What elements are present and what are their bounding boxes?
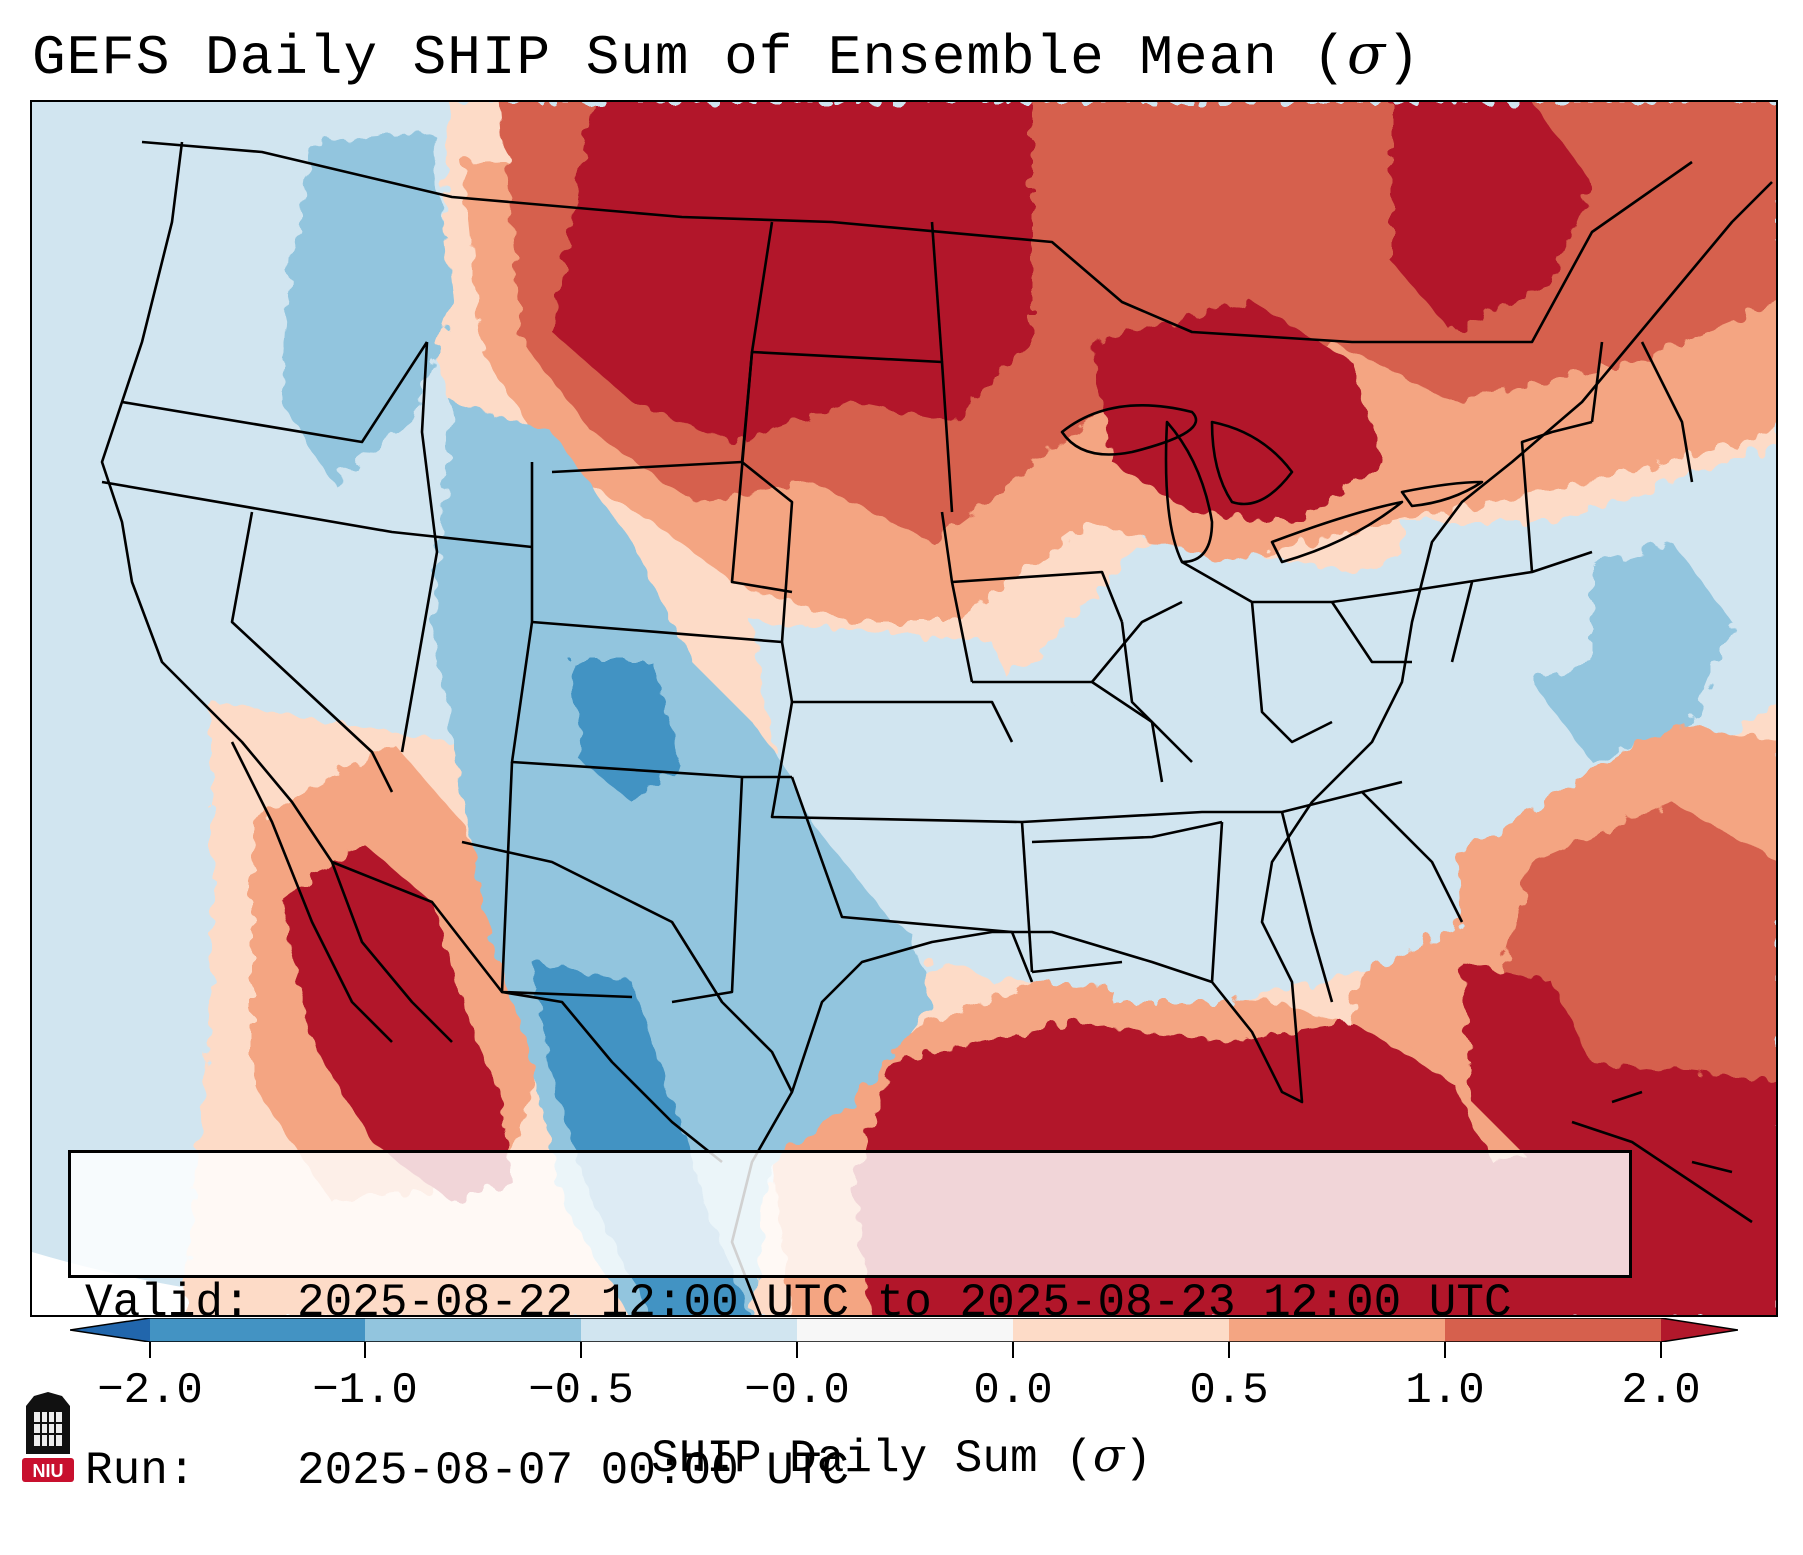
state-line <box>930 221 944 363</box>
state-line <box>1031 960 1123 974</box>
border-line <box>141 140 1693 344</box>
colorbar-tick-label: −0.0 <box>744 1366 850 1416</box>
lake-outline <box>1060 404 1198 456</box>
anomaly-region <box>552 102 1032 442</box>
colorbar-bin <box>1013 1318 1229 1342</box>
state-line <box>1640 341 1694 483</box>
colorbar-tick-label: 0.5 <box>1189 1366 1269 1416</box>
coastline <box>100 141 453 1043</box>
coastline <box>1691 1160 1733 1174</box>
colorbar-bin <box>1229 1318 1445 1342</box>
state-line <box>671 776 744 1004</box>
state-line <box>1520 420 1593 573</box>
state-line <box>770 701 1023 824</box>
ship-anomaly-map <box>30 100 1778 1317</box>
state-line <box>750 221 774 353</box>
state-line <box>400 341 439 753</box>
colorbar-label: SHIP Daily Sum (σ) <box>651 1428 1152 1485</box>
anomaly-region <box>1092 302 1382 522</box>
colorbar-bin <box>797 1318 1013 1342</box>
coastline <box>1571 1120 1753 1224</box>
lake-outline <box>1210 420 1294 506</box>
niu-logo: NIU <box>22 1392 74 1482</box>
colorbar-tick-label: −0.5 <box>528 1366 634 1416</box>
state-line <box>730 351 793 594</box>
state-line <box>1450 581 1474 663</box>
state-line <box>972 680 1164 783</box>
state-line <box>780 641 1014 743</box>
state-line <box>951 570 1124 623</box>
state-line <box>1590 341 1604 423</box>
state-line <box>1250 601 1333 744</box>
colorbar-bin <box>150 1318 365 1342</box>
colorbar-bin <box>581 1318 797 1342</box>
state-line <box>1020 821 1034 973</box>
colorbar-over-arrow <box>1661 1318 1738 1342</box>
state-line <box>1210 821 1224 983</box>
anomaly-region <box>282 842 512 1202</box>
state-line <box>121 341 429 444</box>
colorbar-bin <box>1445 1318 1661 1342</box>
state-line <box>1361 791 1464 923</box>
colorbar-ticks <box>149 1342 1662 1358</box>
colorbar-tick-label: 1.0 <box>1405 1366 1485 1416</box>
run-value: 2025-08-07 00:00 UTC <box>297 1445 850 1497</box>
anomaly-region <box>1072 662 1462 1002</box>
colorbar <box>70 1318 1738 1342</box>
state-line <box>531 460 794 644</box>
run-row: Run: 2025-08-07 00:00 UTC <box>85 1443 1615 1499</box>
state-line <box>790 776 1034 983</box>
colorbar-tick-label: −2.0 <box>97 1366 203 1416</box>
colorbar-bin <box>365 1318 581 1342</box>
state-line <box>1091 600 1183 683</box>
lake-outline <box>1270 500 1404 564</box>
anomaly-region <box>1462 962 1776 1202</box>
logo-text: NIU <box>33 1461 64 1481</box>
state-line <box>1330 601 1412 664</box>
map-svg <box>32 102 1776 1315</box>
anomaly-region <box>1392 102 1592 332</box>
state-line <box>230 511 394 793</box>
colorbar-tick-label: 2.0 <box>1621 1366 1701 1416</box>
boundaries <box>100 140 1773 1315</box>
state-line <box>1120 621 1193 763</box>
colorbar-under-arrow <box>70 1318 150 1342</box>
state-line <box>1280 811 1334 1003</box>
map-title: GEFS Daily SHIP Sum of Ensemble Mean (σ) <box>32 22 1421 90</box>
border-line <box>331 860 723 1164</box>
colorbar-tick-label: −1.0 <box>312 1366 418 1416</box>
state-line <box>1181 560 1403 604</box>
coastline <box>461 181 1773 1104</box>
state-line <box>101 480 533 549</box>
coastline <box>230 741 393 1043</box>
coastline <box>1611 1090 1643 1104</box>
state-line <box>1031 820 1223 844</box>
anomaly-shading <box>182 102 1776 1315</box>
anomaly-region <box>752 622 1112 982</box>
lake-outline <box>1164 420 1214 564</box>
anomaly-region <box>282 132 452 482</box>
run-label: Run: <box>85 1445 196 1497</box>
colorbar-tick-label: 0.0 <box>973 1366 1053 1416</box>
valid-run-info-box: Valid: 2025-08-22 12:00 UTC to 2025-08-2… <box>68 1150 1632 1497</box>
lake-outline <box>1400 480 1484 508</box>
